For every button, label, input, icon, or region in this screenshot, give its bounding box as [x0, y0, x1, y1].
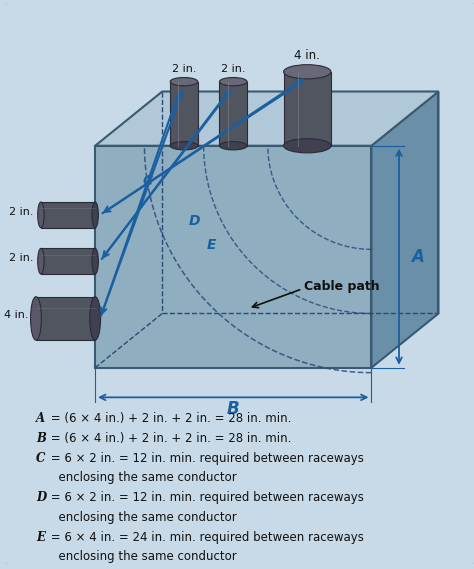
Text: B: B: [227, 401, 239, 418]
Text: B: B: [36, 432, 46, 445]
Ellipse shape: [38, 202, 44, 228]
Polygon shape: [372, 92, 438, 368]
Ellipse shape: [90, 296, 100, 340]
Text: = 6 × 4 in. = 24 in. min. required between raceways: = 6 × 4 in. = 24 in. min. required betwe…: [47, 530, 364, 543]
Polygon shape: [36, 296, 95, 340]
Text: 2 in.: 2 in.: [9, 253, 33, 263]
Polygon shape: [170, 81, 198, 146]
Ellipse shape: [38, 248, 44, 274]
Polygon shape: [41, 248, 95, 274]
Ellipse shape: [283, 139, 331, 153]
Ellipse shape: [219, 77, 247, 86]
Text: = (6 × 4 in.) + 2 in. + 2 in. = 28 in. min.: = (6 × 4 in.) + 2 in. + 2 in. = 28 in. m…: [47, 432, 291, 445]
Text: C: C: [143, 174, 153, 188]
Polygon shape: [219, 81, 247, 146]
Text: enclosing the same conductor: enclosing the same conductor: [36, 471, 237, 484]
Text: = (6 × 4 in.) + 2 in. + 2 in. = 28 in. min.: = (6 × 4 in.) + 2 in. + 2 in. = 28 in. m…: [47, 412, 291, 425]
Polygon shape: [283, 72, 331, 146]
Text: C: C: [36, 452, 46, 465]
Text: 4 in.: 4 in.: [294, 49, 320, 62]
Polygon shape: [41, 202, 95, 228]
Polygon shape: [95, 92, 438, 146]
Ellipse shape: [30, 296, 41, 340]
Ellipse shape: [219, 142, 247, 150]
Text: A: A: [36, 412, 45, 425]
Text: 2 in.: 2 in.: [9, 207, 33, 217]
Ellipse shape: [170, 142, 198, 150]
Ellipse shape: [170, 77, 198, 86]
Text: Cable path: Cable path: [304, 281, 380, 294]
Text: = 6 × 2 in. = 12 in. min. required between raceways: = 6 × 2 in. = 12 in. min. required betwe…: [47, 452, 364, 465]
Polygon shape: [95, 146, 372, 368]
Text: A: A: [411, 248, 424, 266]
FancyBboxPatch shape: [4, 1, 474, 566]
Text: = 6 × 2 in. = 12 in. min. required between raceways: = 6 × 2 in. = 12 in. min. required betwe…: [47, 491, 364, 504]
Ellipse shape: [92, 248, 99, 274]
Text: D: D: [36, 491, 46, 504]
Text: enclosing the same conductor: enclosing the same conductor: [36, 550, 237, 563]
Text: enclosing the same conductor: enclosing the same conductor: [36, 511, 237, 524]
Text: E: E: [36, 530, 45, 543]
Ellipse shape: [92, 202, 99, 228]
Text: 2 in.: 2 in.: [172, 64, 196, 74]
Text: D: D: [189, 214, 201, 228]
Text: 2 in.: 2 in.: [221, 64, 246, 74]
Text: 4 in.: 4 in.: [4, 311, 28, 320]
Ellipse shape: [283, 65, 331, 79]
Text: E: E: [207, 238, 216, 253]
